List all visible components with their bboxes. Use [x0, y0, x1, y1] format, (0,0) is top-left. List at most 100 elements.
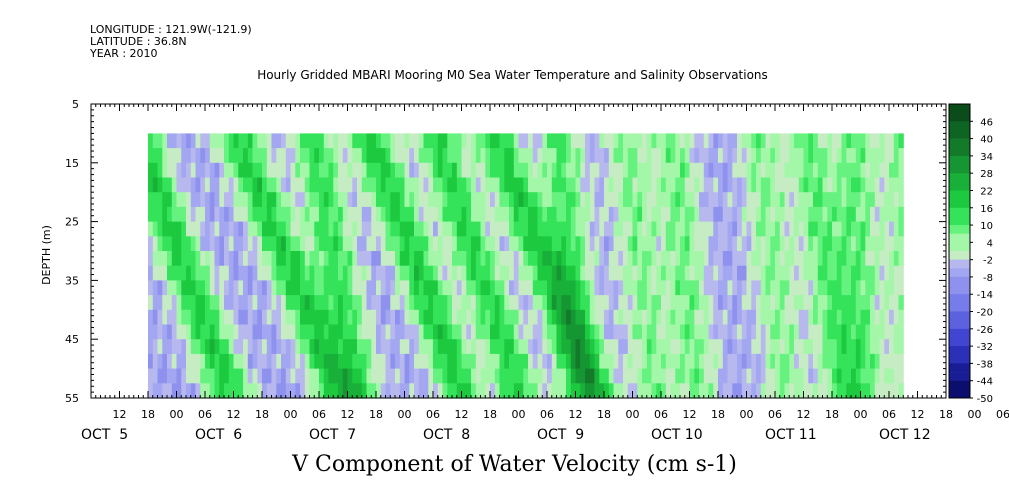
x-day-label: OCT 8	[423, 427, 470, 443]
heatmap-cell	[409, 383, 415, 399]
heatmap-cell	[338, 177, 344, 193]
heatmap-cell	[309, 353, 315, 370]
heatmap-cell	[390, 192, 396, 208]
heatmap-cell	[380, 280, 387, 296]
heatmap-cell	[328, 280, 334, 296]
heatmap-cell	[509, 148, 515, 164]
heatmap-cell	[542, 192, 548, 208]
heatmap-cell	[779, 280, 786, 296]
heatmap-cell	[756, 309, 762, 326]
heatmap-cell	[613, 177, 619, 193]
heatmap-cell	[190, 383, 197, 399]
heatmap-cell	[176, 221, 182, 237]
heatmap-cell	[646, 177, 653, 193]
heatmap-cell	[148, 177, 154, 193]
heatmap-cell	[803, 206, 809, 223]
heatmap-cell	[423, 280, 429, 296]
heatmap-cell	[575, 265, 581, 281]
heatmap-cell	[494, 192, 501, 208]
heatmap-cell	[262, 280, 268, 296]
heatmap-cell	[841, 368, 847, 384]
heatmap-cell	[627, 206, 634, 223]
heatmap-cell	[418, 206, 425, 223]
heatmap-cell	[813, 236, 819, 252]
heatmap-cell	[784, 133, 790, 149]
heatmap-cell	[361, 265, 368, 281]
heatmap-cell	[475, 206, 482, 223]
heatmap-cell	[304, 383, 311, 399]
heatmap-cell	[528, 148, 534, 164]
heatmap-cell	[779, 162, 786, 179]
heatmap-cell	[342, 192, 349, 208]
heatmap-cell	[423, 236, 429, 252]
heatmap-cell	[741, 383, 748, 399]
heatmap-cell	[190, 221, 197, 237]
heatmap-cell	[841, 162, 847, 179]
heatmap-cell	[233, 383, 239, 399]
heatmap-cell	[266, 251, 273, 267]
heatmap-cell	[556, 353, 562, 370]
heatmap-cell	[418, 324, 425, 340]
heatmap-cell	[148, 280, 154, 296]
heatmap-cell	[366, 192, 372, 208]
heatmap-cell	[741, 192, 748, 208]
colorbar-swatch	[949, 216, 970, 226]
heatmap-cell	[376, 309, 382, 326]
heatmap-cell	[262, 162, 268, 179]
heatmap-cell	[247, 353, 254, 370]
heatmap-cell	[195, 324, 201, 340]
heatmap-cell	[722, 280, 729, 296]
heatmap-cell	[186, 324, 192, 340]
heatmap-cell	[271, 251, 277, 267]
heatmap-cell	[713, 148, 719, 164]
heatmap-cell	[167, 133, 173, 149]
heatmap-cell	[637, 324, 643, 340]
heatmap-cell	[813, 177, 819, 193]
heatmap-cell	[266, 309, 273, 326]
latitude-text: LATITUDE : 36.8N	[90, 35, 187, 48]
heatmap-cell	[518, 368, 524, 384]
heatmap-cell	[518, 353, 524, 370]
x-hour-label: 18	[255, 408, 269, 421]
heatmap-cell	[195, 368, 201, 384]
heatmap-cell	[770, 236, 776, 252]
heatmap-cell	[746, 162, 752, 179]
heatmap-cell	[442, 309, 448, 326]
heatmap-cell	[523, 324, 529, 340]
colorbar-swatch	[949, 302, 970, 312]
heatmap-cell	[162, 339, 168, 355]
heatmap-cell	[376, 177, 382, 193]
heatmap-cell	[623, 206, 629, 223]
heatmap-cell	[390, 368, 396, 384]
heatmap-cell	[846, 265, 852, 281]
heatmap-cell	[694, 236, 700, 252]
heatmap-cell	[357, 236, 363, 252]
heatmap-cell	[528, 309, 534, 326]
heatmap-cell	[860, 133, 866, 149]
heatmap-cell	[604, 368, 610, 384]
heatmap-cell	[205, 265, 211, 281]
heatmap-cell	[770, 280, 776, 296]
x-hour-label: 06	[426, 408, 440, 421]
heatmap-cell	[295, 162, 301, 179]
heatmap-cell	[148, 251, 154, 267]
heatmap-cell	[585, 280, 591, 296]
heatmap-cell	[893, 177, 900, 193]
heatmap-cell	[708, 148, 714, 164]
heatmap-cell	[243, 295, 249, 311]
heatmap-cell	[718, 309, 724, 326]
heatmap-cell	[542, 324, 548, 340]
heatmap-cell	[594, 133, 600, 149]
heatmap-cell	[380, 383, 387, 399]
heatmap-cell	[594, 368, 600, 384]
heatmap-cell	[494, 324, 501, 340]
heatmap-cell	[518, 280, 524, 296]
heatmap-cell	[152, 353, 159, 370]
heatmap-cell	[756, 383, 762, 399]
heatmap-cell	[594, 295, 600, 311]
heatmap-cell	[433, 148, 439, 164]
heatmap-cell	[456, 192, 463, 208]
heatmap-cell	[532, 206, 539, 223]
heatmap-cell	[323, 339, 330, 355]
heatmap-cell	[532, 280, 539, 296]
